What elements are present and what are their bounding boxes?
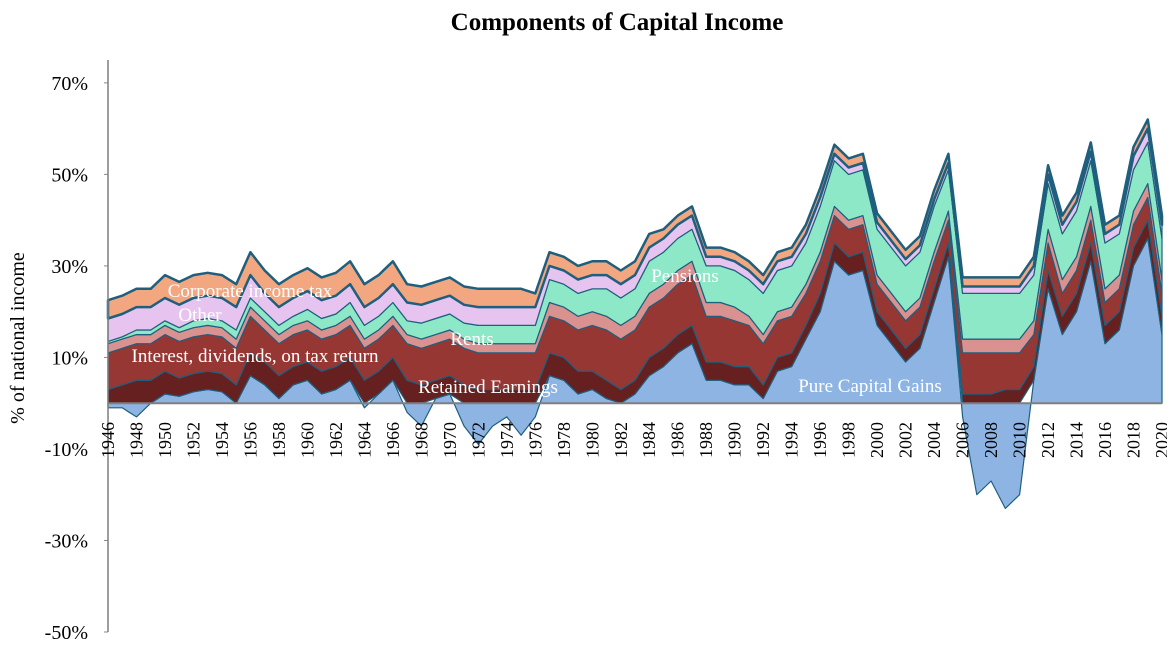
x-tick-label: 2010 — [1010, 422, 1030, 458]
x-tick-label: 2002 — [896, 422, 916, 458]
x-tick-label: 2020 — [1152, 422, 1167, 458]
y-tick-label: 10% — [51, 347, 88, 369]
y-tick-label: -50% — [45, 622, 88, 641]
x-tick-label: 1956 — [240, 422, 260, 458]
series-label: Interest, dividends, on tax return — [132, 346, 379, 367]
x-tick-label: 1992 — [753, 422, 773, 458]
x-tick-label: 2018 — [1124, 422, 1144, 458]
y-tick-label: -30% — [45, 530, 88, 552]
y-tick-label: -10% — [45, 439, 88, 461]
x-tick-label: 2012 — [1038, 422, 1058, 458]
series-label: Corporate income tax — [168, 281, 333, 302]
x-tick-label: 1982 — [611, 422, 631, 458]
chart-title: Components of Capital Income — [451, 9, 784, 36]
series-label: Pure Capital Gains — [798, 376, 942, 397]
series-label: Rents — [450, 329, 493, 350]
x-tick-label: 1968 — [411, 422, 431, 458]
y-tick-label: 30% — [51, 256, 88, 278]
x-tick-label: 1950 — [155, 422, 175, 458]
x-tick-label: 1960 — [297, 422, 317, 458]
x-tick-label: 1984 — [639, 422, 659, 458]
x-tick-label: 2006 — [953, 422, 973, 458]
x-tick-label: 2008 — [981, 422, 1001, 458]
series-label: Pensions — [651, 266, 719, 287]
x-tick-label: 2014 — [1067, 422, 1087, 458]
x-tick-label: 1962 — [326, 422, 346, 458]
x-tick-label: 1972 — [468, 422, 488, 458]
x-tick-label: 1964 — [354, 422, 374, 458]
x-tick-label: 1994 — [782, 422, 802, 458]
x-tick-label: 1946 — [98, 422, 118, 458]
series-label: Retained Earnings — [418, 377, 558, 398]
x-tick-label: 1954 — [212, 422, 232, 458]
x-tick-label: 1958 — [269, 422, 289, 458]
x-tick-label: 1970 — [440, 422, 460, 458]
x-tick-label: 1988 — [696, 422, 716, 458]
x-tick-label: 1978 — [554, 422, 574, 458]
y-tick-label: 50% — [51, 164, 88, 186]
x-tick-label: 1976 — [525, 422, 545, 458]
y-tick-label: 70% — [51, 73, 88, 95]
x-tick-label: 1996 — [810, 422, 830, 458]
x-tick-label: 1966 — [383, 422, 403, 458]
x-tick-label: 1952 — [184, 422, 204, 458]
x-tick-label: 2016 — [1095, 422, 1115, 458]
series-label: Other — [178, 305, 222, 326]
x-tick-label: 1974 — [497, 422, 517, 458]
x-tick-label: 2004 — [924, 422, 944, 458]
y-axis-label: % of national income — [7, 252, 29, 424]
area — [106, 118, 1164, 320]
x-tick-label: 1998 — [839, 422, 859, 458]
x-tick-label: 1990 — [725, 422, 745, 458]
x-tick-label: 2000 — [867, 422, 887, 458]
x-tick-label: 1980 — [582, 422, 602, 458]
x-tick-label: 1948 — [127, 422, 147, 458]
x-tick-label: 1986 — [668, 422, 688, 458]
